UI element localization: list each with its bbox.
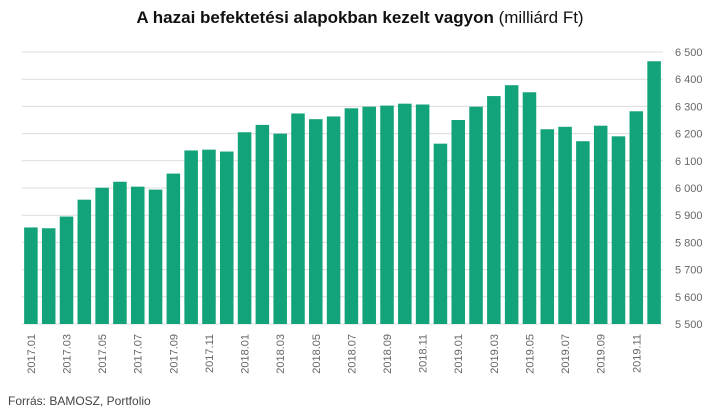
x-tick-label: 2018.09 [382, 334, 394, 374]
bar-2017.11 [202, 149, 216, 324]
bar-2018.06 [326, 116, 341, 325]
x-tick-label: 2019.07 [560, 334, 572, 374]
bar-2017.01 [24, 227, 38, 324]
bar-2018.09 [380, 105, 394, 324]
bar-2017.08 [148, 189, 163, 324]
bar-2019.04 [504, 85, 519, 325]
x-tick-label: 2018.01 [240, 334, 252, 374]
source-note: Forrás: BAMOSZ, Portfolio [8, 394, 151, 408]
y-tick-label: 5 900 [675, 210, 703, 222]
bar-2017.03 [59, 216, 74, 324]
chart-title-main: A hazai befektetési alapokban kezelt vag… [136, 8, 494, 27]
y-tick-label: 6 200 [675, 129, 703, 141]
x-tick-label: 2018.05 [311, 334, 323, 374]
bar-2019.12 [647, 61, 661, 325]
bar-2019.08 [576, 141, 590, 324]
bar-2018.03 [273, 133, 287, 324]
chart-title-unit: (milliárd Ft) [498, 8, 584, 27]
x-tick-label: 2017.09 [168, 334, 180, 374]
x-tick-label: 2019.05 [524, 334, 536, 374]
y-axis-tick-labels: 5 500 5 600 5 700 5 800 5 900 6 000 6 100 6 200… [675, 47, 703, 331]
bar-2018.12 [433, 143, 448, 324]
x-tick-label: 2018.07 [346, 334, 358, 374]
bar-2018.05 [309, 119, 323, 325]
bars [24, 61, 661, 325]
y-tick-label: 6 400 [675, 74, 703, 86]
x-tick-label: 2018.11 [418, 334, 430, 373]
bar-2018.07 [344, 108, 359, 324]
y-tick-label: 5 700 [675, 265, 703, 277]
bar-2017.12 [219, 151, 234, 324]
x-tick-label: 2019.09 [596, 334, 608, 374]
bar-2017.06 [113, 181, 127, 324]
x-tick-label: 2017.01 [26, 334, 38, 374]
x-axis-tick-labels: 2017.01 2017.03 2017.05 2017.07 2017.09 2017.… [26, 334, 643, 374]
bar-2018.10 [398, 103, 412, 325]
y-tick-label: 5 500 [675, 319, 703, 331]
bar-2019.07 [558, 126, 572, 324]
x-tick-label: 2018.03 [275, 334, 287, 374]
bar-2018.02 [255, 124, 270, 325]
x-tick-label: 2019.03 [489, 334, 501, 374]
bar-2017.09 [166, 173, 181, 324]
y-tick-label: 5 600 [675, 292, 703, 304]
x-tick-label: 2019.01 [453, 334, 465, 374]
bar-2017.05 [95, 187, 109, 324]
bar-2018.01 [237, 132, 252, 324]
y-tick-label: 5 800 [675, 237, 703, 249]
bar-2018.08 [362, 106, 376, 324]
bar-2018.04 [291, 113, 305, 324]
x-tick-label: 2019.11 [631, 334, 643, 373]
gridlines [22, 51, 663, 325]
y-tick-label: 6 100 [675, 156, 703, 168]
bar-2017.02 [41, 228, 56, 324]
y-tick-label: 6 000 [675, 183, 703, 195]
chart-title: A hazai befektetési alapokban kezelt vag… [0, 8, 720, 28]
bar-2019.02 [469, 106, 483, 324]
y-tick-label: 6 300 [675, 101, 703, 113]
x-tick-label: 2017.03 [62, 334, 74, 374]
bar-2019.10 [611, 136, 626, 324]
bar-2017.07 [130, 186, 145, 324]
bar-2017.10 [184, 150, 198, 324]
bar-2019.09 [593, 125, 608, 324]
bar-2019.01 [451, 120, 466, 324]
bar-2019.03 [487, 96, 501, 325]
x-tick-label: 2017.05 [97, 334, 109, 374]
x-tick-label: 2017.07 [133, 334, 145, 374]
bar-2019.11 [629, 111, 644, 325]
bar-2018.11 [415, 104, 430, 324]
x-tick-label: 2017.11 [204, 334, 216, 373]
bar-2019.05 [522, 92, 537, 324]
bar-2017.04 [77, 199, 92, 324]
bar-2019.06 [540, 129, 555, 324]
y-tick-label: 6 500 [675, 47, 703, 59]
